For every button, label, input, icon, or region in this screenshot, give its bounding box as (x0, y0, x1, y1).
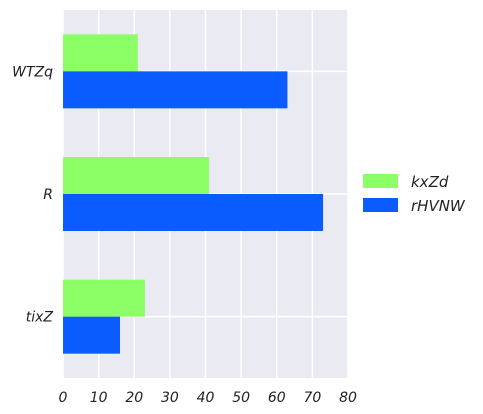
legend-label-kxZd: kxZd (411, 173, 449, 191)
bar-rHVNW-R (63, 194, 324, 231)
bar-kxZd-tixZ (63, 279, 145, 317)
legend-label-rHVNW: rHVNW (411, 197, 466, 215)
x-tick-label: 60 (268, 390, 286, 406)
x-tick-label: 20 (125, 390, 143, 406)
x-tick-label: 70 (303, 390, 321, 406)
legend-swatch-kxZd (363, 174, 398, 188)
legend-swatch-rHVNW (363, 198, 398, 212)
x-tick-label: 40 (197, 390, 215, 406)
y-tick-label: WTZq (12, 64, 53, 80)
y-tick-label: R (43, 187, 53, 203)
x-tick-label: 0 (59, 390, 68, 406)
x-tick-labels: 0 10 20 30 40 50 60 70 80 (59, 390, 357, 406)
bar-rHVNW-tixZ (63, 316, 120, 354)
x-tick-label: 30 (161, 390, 179, 406)
x-tick-label: 10 (90, 390, 108, 406)
y-tick-label: tixZ (26, 310, 54, 326)
x-tick-label: 80 (339, 390, 357, 406)
bars (63, 34, 324, 354)
legend: kxZd rHVNW (363, 173, 466, 215)
bar-kxZd-R (63, 157, 210, 194)
bar-rHVNW-WTZq (63, 71, 288, 109)
bar-kxZd-WTZq (63, 34, 138, 72)
x-tick-label: 50 (232, 390, 250, 406)
